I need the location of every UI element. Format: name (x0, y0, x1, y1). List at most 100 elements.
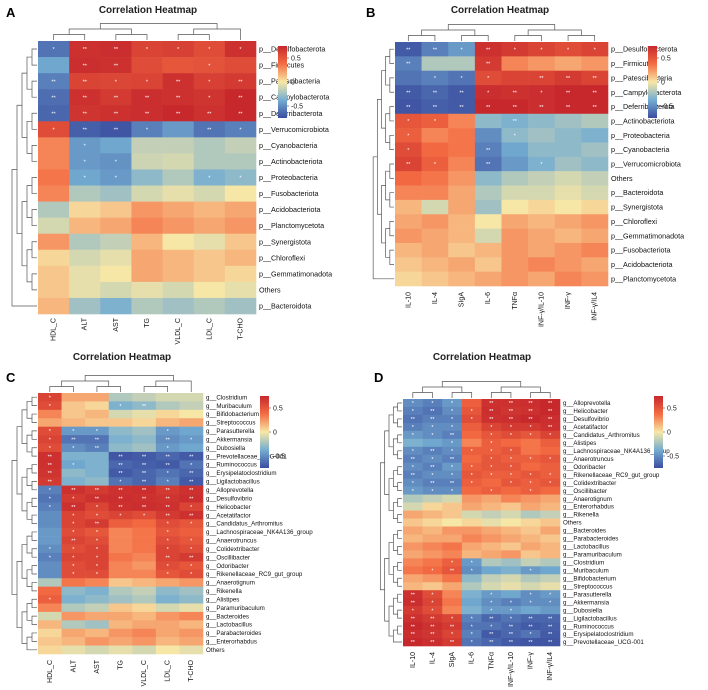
heatmap-cell (179, 502, 204, 512)
heatmap-cell (132, 494, 157, 503)
row-label: Others (206, 647, 225, 654)
significance-mark: ** (142, 463, 147, 469)
heatmap-cell (442, 430, 463, 440)
row-dendrogram-branch (397, 593, 402, 603)
heatmap-cell (520, 446, 541, 456)
heatmap-cell (224, 265, 257, 283)
heatmap-cell (421, 56, 449, 72)
heatmap-cell (38, 595, 62, 604)
significance-mark: * (49, 446, 52, 452)
significance-mark: * (514, 133, 517, 139)
heatmap-cell (395, 242, 422, 258)
significance-mark: * (167, 572, 170, 578)
heatmap-cell (442, 622, 463, 631)
heatmap-cell (422, 582, 443, 591)
heatmap-cell (132, 418, 157, 427)
heatmap-cell (179, 418, 204, 427)
column-dendrogram-branch (53, 34, 86, 40)
row-dendrogram-branch (26, 401, 32, 419)
heatmap-cell (501, 478, 522, 487)
heatmap-cell (38, 297, 70, 315)
significance-mark: ** (48, 471, 53, 477)
significance-mark: ** (71, 505, 76, 511)
significance-mark: ** (450, 624, 455, 630)
significance-mark: ** (48, 480, 53, 486)
significance-mark: * (412, 608, 415, 614)
heatmap-cell (85, 603, 110, 613)
heatmap-cell (224, 57, 257, 74)
heatmap-cell (162, 153, 195, 170)
heatmap-cell (162, 233, 195, 251)
heatmap-cell (581, 85, 609, 100)
heatmap-cell (61, 409, 86, 419)
heatmap-cell (501, 128, 529, 143)
row-label: p__Cyanobacteria (259, 141, 317, 150)
significance-mark: ** (406, 90, 411, 96)
row-dendrogram-branch (392, 565, 398, 583)
significance-mark: ** (83, 47, 88, 53)
heatmap-cell (100, 57, 132, 74)
significance-mark: ** (450, 569, 455, 575)
row-dendrogram-branch (397, 498, 402, 507)
row-dendrogram-branch (389, 192, 394, 208)
legend-tick-label: -0.5 (667, 454, 679, 461)
significance-mark: ** (433, 90, 438, 96)
heatmap-cell (528, 242, 556, 258)
heatmap-cell (581, 257, 609, 272)
heatmap-cell (224, 105, 257, 122)
heatmap-cell (155, 393, 180, 402)
heatmap-cell (421, 42, 449, 57)
heatmap-cell (179, 595, 204, 604)
significance-mark: * (510, 608, 513, 614)
heatmap-cell (461, 638, 482, 647)
heatmap-cell (61, 435, 86, 444)
row-dendrogram-branch (389, 249, 394, 265)
row-label: p__Firmicutes (611, 59, 657, 68)
heatmap-cell (162, 41, 195, 58)
heatmap-cell (481, 638, 502, 647)
column-dendrogram-branch (441, 381, 522, 387)
significance-mark: ** (166, 463, 171, 469)
row-label: g__Rikenellaceae_RC9_gut_group (206, 571, 303, 578)
heatmap-cell (132, 620, 157, 630)
significance-mark: ** (145, 111, 150, 117)
heatmap-cell (155, 494, 180, 503)
heatmap-cell (422, 614, 443, 623)
column-dendrogram-branch (61, 380, 110, 387)
significance-mark: * (412, 449, 415, 455)
heatmap-cell (131, 297, 163, 315)
heatmap-cell (100, 201, 132, 218)
heatmap-cell (461, 526, 482, 535)
heatmap-cell (38, 105, 70, 122)
significance-mark: ** (189, 555, 194, 561)
row-label: g__Alloprevotella (563, 400, 611, 407)
significance-mark: * (431, 569, 434, 575)
significance-mark: * (487, 76, 490, 82)
heatmap-cell (461, 470, 482, 479)
column-dendrogram-branch (96, 386, 121, 392)
significance-mark: ** (189, 480, 194, 486)
heatmap-cell (108, 510, 133, 520)
heatmap-cell (501, 542, 522, 551)
significance-mark: * (49, 429, 52, 435)
row-dendrogram-branch (397, 530, 402, 539)
significance-mark: * (490, 624, 493, 630)
row-dendrogram-branch (389, 106, 394, 122)
heatmap-cell (448, 214, 476, 229)
heatmap-cell (540, 478, 561, 487)
significance-mark: * (549, 433, 552, 439)
significance-mark: * (529, 457, 532, 463)
heatmap-cell (85, 561, 110, 571)
heatmap-cell (395, 85, 422, 100)
heatmap-cell (395, 142, 422, 158)
row-dendrogram-branch (372, 156, 394, 280)
heatmap-cell (179, 620, 204, 630)
significance-mark: ** (118, 471, 123, 477)
heatmap-cell (403, 526, 423, 535)
row-label: p__Planctomycetota (611, 274, 676, 283)
heatmap-cell (395, 156, 422, 172)
heatmap-cell (100, 41, 132, 58)
legend-tick-label: 0.5 (661, 56, 671, 63)
heatmap-cell (520, 470, 541, 479)
heatmap-cell (108, 502, 133, 512)
